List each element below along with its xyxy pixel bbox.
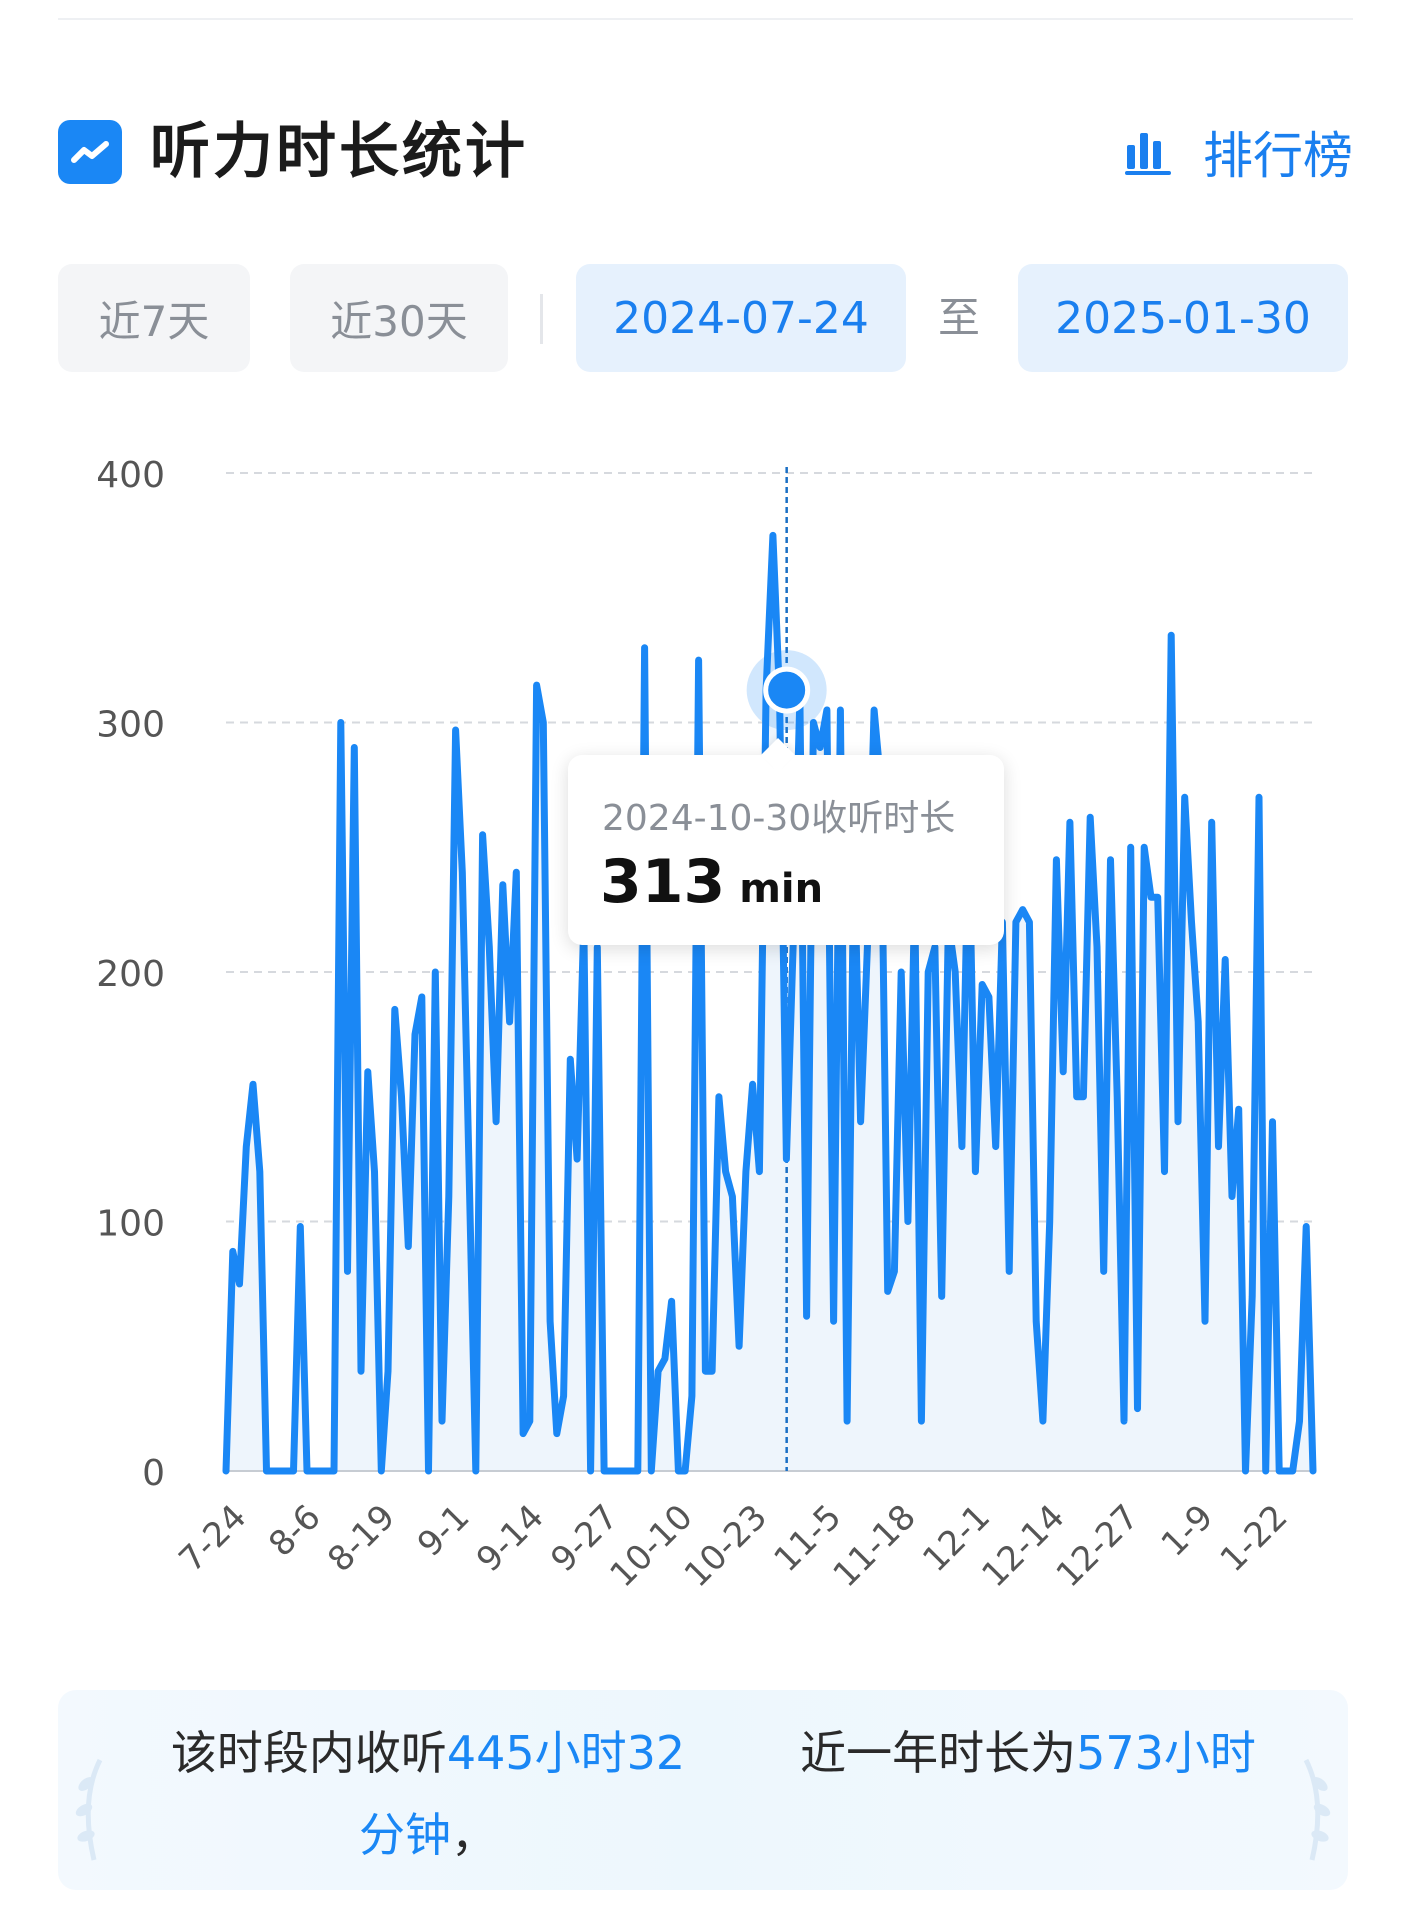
period-summary: 该时段内收听445小时32分钟， — [168, 1712, 688, 1876]
x-tick-label: 12-27 — [1049, 1497, 1147, 1595]
tooltip-title: 2024-10-30收听时长 — [602, 798, 956, 839]
period-summary-suffix: ， — [451, 1808, 497, 1862]
bar-chart-icon — [1123, 127, 1173, 177]
highlight-point — [763, 666, 811, 714]
end-date-picker[interactable]: 2025-01-30 — [1018, 264, 1348, 372]
tooltip-value: 313 — [600, 847, 726, 917]
summary-panel: 该时段内收听445小时32分钟， 近一年时长为573小时 — [58, 1690, 1348, 1890]
year-summary-prefix: 近一年时长为 — [800, 1726, 1077, 1780]
series-line — [222, 531, 1317, 1475]
laurel-right-icon — [1303, 1758, 1331, 1861]
y-tick-label: 200 — [96, 954, 165, 995]
period-summary-prefix: 该时段内收听 — [170, 1726, 447, 1780]
ranking-link[interactable]: 排行榜 — [1123, 112, 1353, 192]
x-tick-label: 9-1 — [410, 1497, 478, 1565]
filter-divider — [540, 294, 543, 344]
y-tick-label: 400 — [96, 455, 165, 496]
laurel-left-icon — [75, 1758, 103, 1861]
year-summary: 近一年时长为573小时 — [798, 1712, 1258, 1794]
x-tick-label: 12-14 — [974, 1497, 1072, 1595]
start-date-picker[interactable]: 2024-07-24 — [576, 264, 906, 372]
chart-tooltip: 2024-10-30收听时长 313 min — [568, 738, 1004, 945]
page-title: 听力时长统计 — [150, 117, 528, 187]
x-tick-label: 11-18 — [826, 1497, 924, 1595]
ranking-label: 排行榜 — [1203, 127, 1353, 185]
year-total-duration: 573小时 — [1076, 1726, 1256, 1780]
y-tick-label: 300 — [96, 705, 165, 746]
tooltip-unit: min — [739, 866, 824, 912]
x-tick-label: 8-6 — [261, 1497, 329, 1565]
date-filter-bar: 近7天 近30天 2024-07-24 至 2025-01-30 — [58, 264, 1348, 372]
x-tick-label: 1-9 — [1154, 1497, 1222, 1565]
x-tick-label: 10-10 — [602, 1497, 700, 1595]
y-tick-label: 0 — [142, 1453, 165, 1494]
x-tick-label: 7-24 — [172, 1497, 255, 1580]
period-total-duration: 445小时32分钟 — [359, 1726, 686, 1862]
area-fill — [226, 535, 1313, 1471]
last-7-days-button[interactable]: 近7天 — [58, 264, 250, 372]
header: 听力时长统计 排行榜 — [58, 110, 1353, 190]
x-tick-label: 1-22 — [1213, 1497, 1296, 1580]
tooltip-value-line: 313 min — [600, 847, 823, 917]
last-30-days-button[interactable]: 近30天 — [290, 264, 508, 372]
x-tick-label: 9-14 — [469, 1497, 552, 1580]
x-tick-label: 10-23 — [677, 1497, 775, 1595]
x-tick-label: 8-19 — [320, 1497, 403, 1580]
top-divider — [58, 18, 1353, 20]
y-tick-label: 100 — [96, 1204, 165, 1245]
to-label: 至 — [938, 293, 981, 342]
trend-chart-icon — [58, 120, 122, 184]
